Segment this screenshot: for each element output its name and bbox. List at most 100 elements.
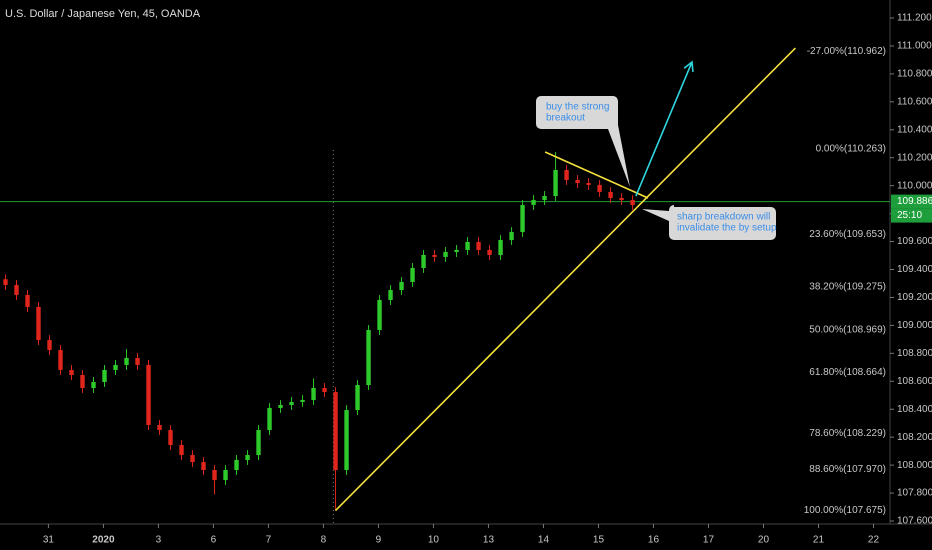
candle-body bbox=[366, 329, 371, 386]
candle-body bbox=[465, 241, 470, 250]
x-tick-label: 14 bbox=[538, 535, 550, 546]
fib-label: 88.60%(107.970) bbox=[809, 464, 886, 475]
callout-text: sharp breakdown will bbox=[677, 212, 770, 223]
candle-body bbox=[157, 425, 162, 431]
candle-body bbox=[223, 470, 228, 481]
candle-body bbox=[355, 385, 360, 411]
candle-body bbox=[289, 401, 294, 406]
y-tick-label: 111.000 bbox=[897, 41, 932, 52]
candle-body bbox=[80, 374, 85, 388]
candle-body bbox=[91, 381, 96, 388]
x-tick-label: 22 bbox=[868, 535, 880, 546]
candle-body bbox=[25, 294, 30, 307]
y-tick-label: 110.800 bbox=[897, 69, 932, 80]
candle-body bbox=[212, 470, 217, 481]
x-tick-label: 20 bbox=[758, 535, 770, 546]
annotations: buy the strong breakout sharp breakdown … bbox=[536, 96, 777, 240]
candle-body bbox=[3, 279, 8, 286]
chart-title: U.S. Dollar / Japanese Yen, 45, OANDA bbox=[5, 8, 201, 20]
fib-label: 50.00%(108.969) bbox=[809, 324, 886, 335]
x-tick-label: 6 bbox=[211, 535, 217, 546]
candle-body bbox=[619, 197, 624, 201]
x-tick-label: 9 bbox=[376, 535, 382, 546]
x-tick-label: 7 bbox=[266, 535, 272, 546]
x-tick-label: 13 bbox=[483, 535, 495, 546]
candle-body bbox=[553, 170, 558, 197]
y-tick-label: 109.200 bbox=[897, 292, 932, 303]
candle-body bbox=[102, 369, 107, 382]
callout-text: invalidate the by setup bbox=[677, 223, 777, 234]
x-tick-label: 3 bbox=[156, 535, 162, 546]
y-tick-label: 107.800 bbox=[897, 488, 932, 499]
candle-body bbox=[58, 349, 63, 370]
candle-body bbox=[388, 290, 393, 300]
candle-body bbox=[256, 430, 261, 456]
fib-label: 23.60%(109.653) bbox=[809, 229, 886, 240]
countdown-box bbox=[891, 208, 932, 223]
candle-body bbox=[124, 357, 129, 365]
y-tick-label: 108.400 bbox=[897, 404, 932, 415]
candle-body bbox=[311, 387, 316, 401]
x-tick-label: 2020 bbox=[92, 535, 115, 546]
x-tick-label: 31 bbox=[43, 535, 55, 546]
candle-body bbox=[234, 459, 239, 471]
candle-body bbox=[630, 200, 635, 205]
candle-body bbox=[377, 299, 382, 330]
candle-body bbox=[498, 240, 503, 255]
x-tick-label: 8 bbox=[321, 535, 327, 546]
candle-body bbox=[333, 392, 338, 471]
candle-body bbox=[520, 204, 525, 233]
x-tick-label: 10 bbox=[428, 535, 440, 546]
candle-body bbox=[575, 179, 580, 184]
countdown-label: 25:10 bbox=[897, 210, 922, 221]
candle-body bbox=[344, 410, 349, 471]
callout-text: breakout bbox=[546, 113, 585, 124]
candle-body bbox=[399, 281, 404, 291]
callout-box bbox=[536, 96, 630, 187]
last-price-label: 109.886 bbox=[897, 196, 932, 207]
candle-body bbox=[597, 184, 602, 192]
candle-body bbox=[421, 254, 426, 268]
candle-body bbox=[487, 249, 492, 255]
candle-body bbox=[201, 462, 206, 471]
x-tick-label: 16 bbox=[648, 535, 660, 546]
candle-body bbox=[443, 252, 448, 257]
candle-body bbox=[564, 170, 569, 180]
candle-body bbox=[322, 387, 327, 393]
y-tick-label: 108.000 bbox=[897, 460, 932, 471]
y-tick-label: 110.600 bbox=[897, 96, 932, 107]
candle-body bbox=[179, 444, 184, 456]
fib-label: -27.00%(110.962) bbox=[807, 46, 886, 57]
candle-body bbox=[300, 400, 305, 402]
x-tick-label: 21 bbox=[813, 535, 825, 546]
candle-body bbox=[168, 430, 173, 445]
candle-body bbox=[36, 306, 41, 341]
candle-body bbox=[476, 241, 481, 250]
x-tick-label: 17 bbox=[703, 535, 715, 546]
trendline bbox=[544, 151, 649, 199]
y-tick-label: 109.600 bbox=[897, 236, 932, 247]
y-tick-label: 110.000 bbox=[897, 180, 932, 191]
candle-body bbox=[586, 183, 591, 185]
arrow-head bbox=[683, 60, 694, 73]
y-tick-label: 108.200 bbox=[897, 432, 932, 443]
arrow bbox=[635, 61, 693, 197]
candle-body bbox=[454, 249, 459, 253]
candle-body bbox=[245, 455, 250, 460]
candle-body bbox=[69, 369, 74, 375]
callout-box bbox=[642, 205, 776, 240]
candle-body bbox=[608, 191, 613, 198]
candle-body bbox=[509, 232, 514, 241]
fib-label: 0.00%(110.263) bbox=[816, 144, 886, 155]
candle-body bbox=[278, 405, 283, 408]
candle-body bbox=[14, 285, 19, 295]
plot bbox=[0, 47, 890, 524]
candle-body bbox=[410, 267, 415, 282]
callout-text: buy the strong bbox=[546, 102, 609, 113]
last-price-box bbox=[891, 194, 932, 209]
candle-body bbox=[267, 407, 272, 431]
candle-body bbox=[432, 254, 437, 257]
